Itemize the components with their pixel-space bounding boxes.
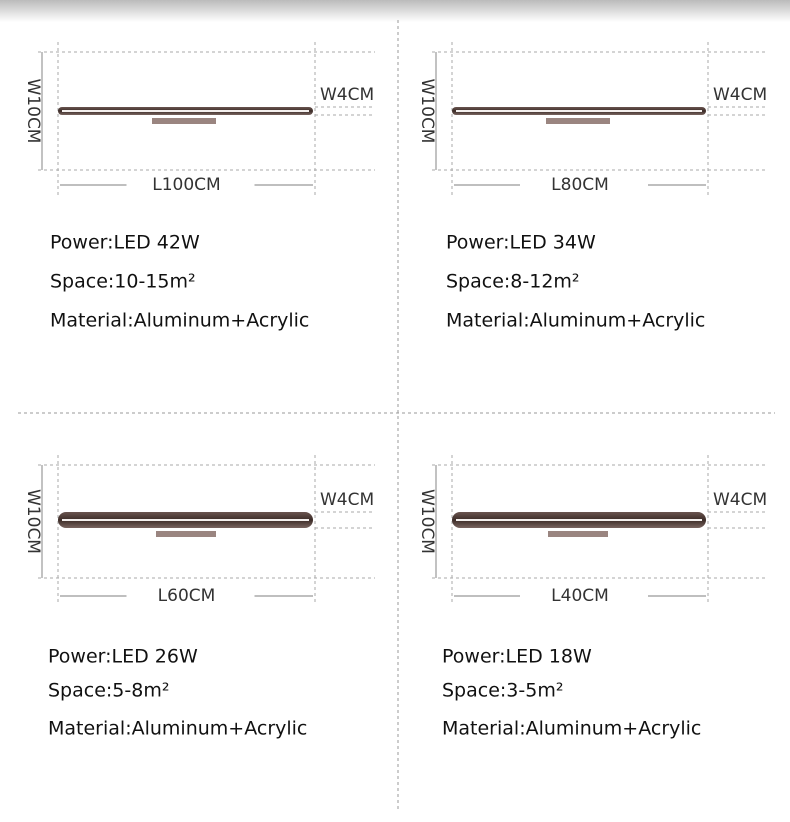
lamp-diffuser (62, 110, 309, 112)
spec-material: Material:Aluminum+Acrylic (442, 718, 701, 740)
spec-material: Material:Aluminum+Acrylic (48, 718, 307, 740)
spec-space: Space:5-8m² (48, 680, 169, 702)
length-label: L80CM (551, 175, 609, 195)
product-panel: W10CM W4CM L100CM Power:LED 42W Space:10-15m… (23, 42, 375, 332)
top-shadow (0, 0, 790, 22)
lamp-mount (152, 118, 216, 124)
width-label: W4CM (713, 490, 767, 510)
spec-space: Space:10-15m² (50, 271, 196, 293)
lamp-mount (548, 531, 608, 537)
spec-power: Power:LED 42W (50, 232, 200, 254)
height-label: W10CM (417, 489, 437, 554)
width-label: W4CM (320, 85, 374, 105)
product-panel: W10CM W4CM L60CM Power:LED 26W Space:5-8m² Ma… (23, 455, 375, 740)
height-label: W10CM (23, 79, 43, 144)
spec-power: Power:LED 34W (446, 232, 596, 254)
length-label: L60CM (158, 586, 216, 606)
lamp-diffuser (456, 519, 702, 521)
spec-space: Space:3-5m² (442, 680, 563, 702)
lamp-mount (546, 118, 610, 124)
width-label: W4CM (320, 490, 374, 510)
spec-material: Material:Aluminum+Acrylic (50, 310, 309, 332)
spec-space: Space:8-12m² (446, 271, 580, 293)
height-label: W10CM (23, 489, 43, 554)
product-panel: W10CM W4CM L80CM Power:LED 34W Space:8-12m² M… (417, 42, 768, 332)
width-label: W4CM (713, 85, 767, 105)
length-label: L100CM (152, 175, 220, 195)
spec-power: Power:LED 26W (48, 646, 198, 668)
product-panel: W10CM W4CM L40CM Power:LED 18W Space:3-5m² Ma… (417, 455, 768, 740)
spec-material: Material:Aluminum+Acrylic (446, 310, 705, 332)
lamp-diffuser (62, 519, 309, 521)
lamp-mount (156, 531, 216, 537)
lamp-diffuser (456, 110, 702, 112)
panels: W10CM W4CM L100CM Power:LED 42W Space:10-15m… (23, 42, 768, 740)
height-label: W10CM (417, 79, 437, 144)
length-label: L40CM (551, 586, 609, 606)
spec-power: Power:LED 18W (442, 646, 592, 668)
